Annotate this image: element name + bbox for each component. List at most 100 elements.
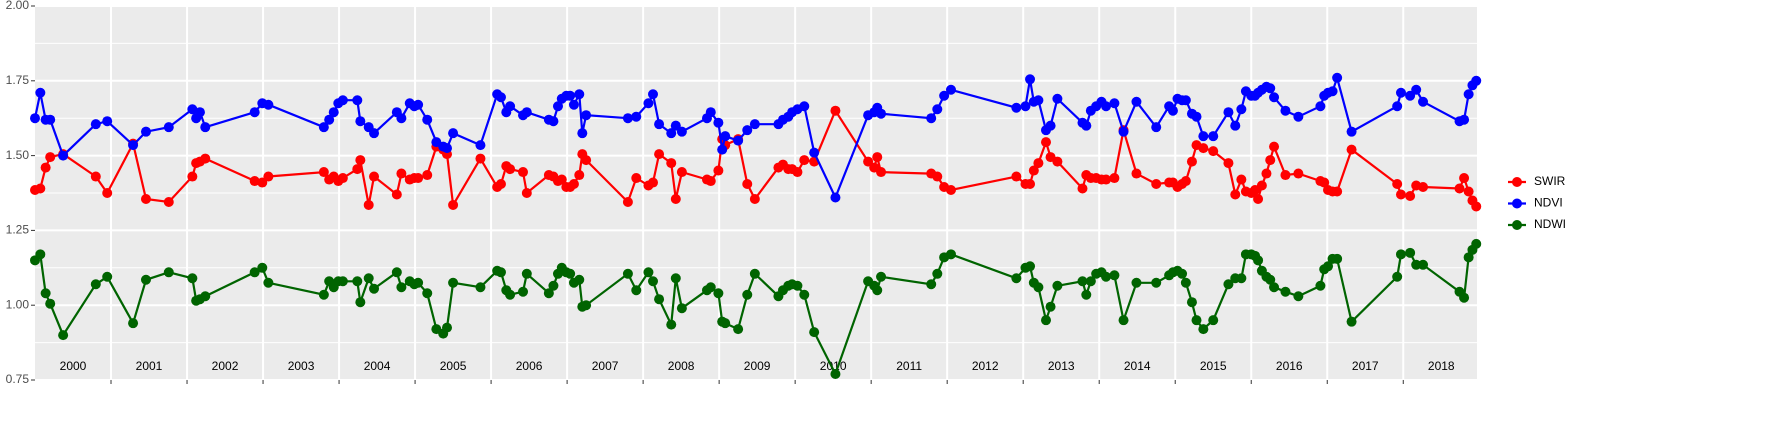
data-point — [1459, 292, 1470, 303]
data-point — [45, 114, 56, 125]
data-point — [1395, 87, 1406, 98]
data-point — [163, 122, 174, 133]
data-point — [422, 114, 433, 125]
data-point — [1131, 168, 1142, 179]
data-point — [1459, 173, 1470, 184]
data-point — [1256, 180, 1267, 191]
data-point — [872, 152, 883, 163]
data-point — [733, 324, 744, 335]
data-point — [40, 162, 51, 173]
data-point — [1167, 105, 1178, 116]
data-point — [518, 167, 529, 178]
year-label: 2002 — [212, 359, 239, 373]
data-point — [622, 113, 633, 124]
data-point — [369, 283, 380, 294]
data-point — [422, 170, 433, 181]
data-point — [318, 167, 329, 178]
data-point — [1463, 252, 1474, 263]
data-point — [622, 268, 633, 279]
data-point — [352, 164, 363, 175]
year-label: 2018 — [1428, 359, 1455, 373]
data-point — [1454, 183, 1465, 194]
data-point — [1033, 282, 1044, 293]
year-label: 2014 — [1124, 359, 1151, 373]
data-point — [1230, 120, 1241, 131]
data-point — [1405, 247, 1416, 258]
data-point — [505, 101, 516, 112]
data-point — [1131, 277, 1142, 288]
data-point — [1198, 324, 1209, 335]
data-point — [1011, 171, 1022, 182]
data-point — [396, 113, 407, 124]
data-point — [442, 322, 452, 333]
data-point — [1346, 144, 1357, 155]
data-point — [809, 327, 820, 338]
y-tick-label: 1.00 — [6, 297, 30, 311]
data-point — [1077, 183, 1088, 194]
data-point — [631, 111, 642, 122]
data-point — [565, 90, 576, 101]
data-point — [1025, 179, 1036, 190]
data-point — [574, 170, 585, 181]
data-point — [495, 179, 506, 190]
data-point — [1101, 271, 1112, 282]
data-point — [926, 113, 937, 124]
data-point — [1109, 98, 1120, 109]
y-tick-label: 0.75 — [6, 372, 30, 386]
data-point — [809, 147, 820, 158]
data-point — [1020, 101, 1031, 112]
data-point — [337, 276, 348, 287]
data-point — [1261, 168, 1272, 179]
data-point — [30, 113, 40, 124]
data-point — [1180, 95, 1191, 106]
data-point — [505, 289, 516, 300]
data-point — [622, 196, 633, 207]
year-label: 2017 — [1352, 359, 1379, 373]
data-point — [422, 288, 433, 299]
data-point — [102, 116, 113, 127]
year-label: 2012 — [972, 359, 999, 373]
data-point — [363, 199, 374, 210]
data-point — [556, 174, 567, 185]
data-point — [720, 318, 731, 329]
data-point — [1208, 315, 1219, 326]
data-point — [257, 262, 268, 273]
data-point — [577, 128, 588, 139]
data-point — [648, 276, 658, 287]
data-point — [792, 280, 803, 291]
data-point — [720, 131, 731, 142]
legend-key-point — [1512, 220, 1522, 230]
data-point — [1236, 104, 1247, 115]
data-point — [932, 171, 943, 182]
data-point — [830, 192, 841, 203]
data-point — [35, 87, 46, 98]
data-point — [1223, 279, 1234, 290]
data-point — [35, 183, 46, 194]
data-point — [90, 279, 101, 290]
data-point — [1265, 155, 1276, 166]
data-point — [749, 119, 760, 130]
data-point — [926, 279, 937, 290]
data-point — [1085, 276, 1096, 287]
y-tick-label: 2.00 — [6, 0, 30, 12]
data-point — [1151, 179, 1162, 190]
data-point — [1332, 253, 1343, 264]
data-point — [648, 177, 658, 188]
legend-key-point — [1512, 177, 1522, 187]
data-point — [581, 110, 592, 121]
data-point — [413, 99, 424, 110]
data-point — [733, 135, 744, 146]
data-point — [1323, 261, 1334, 272]
data-point — [713, 165, 724, 176]
data-point — [945, 185, 956, 196]
data-point — [90, 171, 101, 182]
data-point — [666, 319, 677, 330]
y-tick-label: 1.25 — [6, 223, 30, 237]
data-point — [495, 92, 506, 103]
data-point — [194, 107, 205, 118]
data-point — [391, 267, 402, 278]
year-label: 2009 — [744, 359, 771, 373]
data-point — [945, 249, 956, 260]
data-point — [1411, 259, 1422, 270]
y-tick-label: 1.50 — [6, 148, 30, 162]
